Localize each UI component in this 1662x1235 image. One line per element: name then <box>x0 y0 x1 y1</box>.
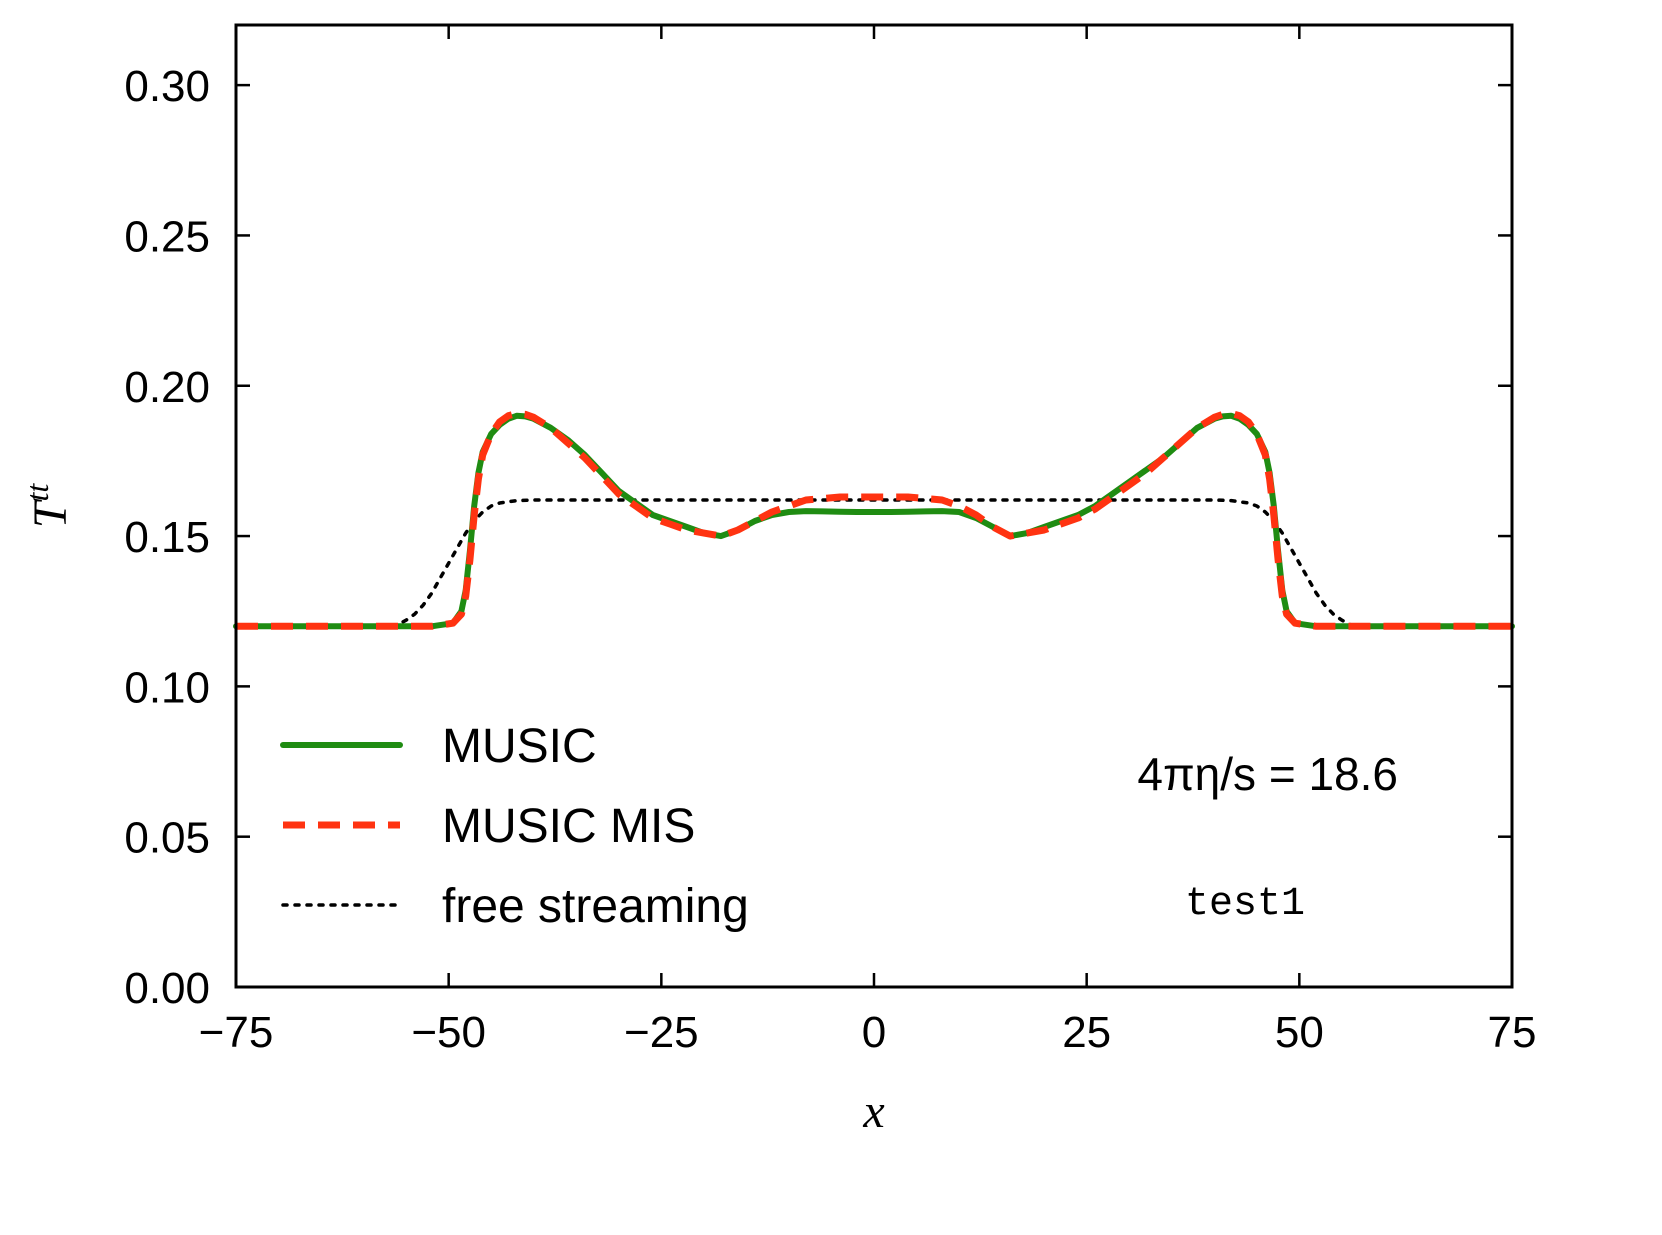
x-axis-label: x <box>862 1085 884 1138</box>
x-tick-label: 75 <box>1488 1008 1537 1057</box>
y-tick-label: 0.15 <box>124 513 210 562</box>
x-tick-label: 0 <box>862 1008 886 1057</box>
y-tick-label: 0.05 <box>124 814 210 863</box>
series-line-music-mis <box>236 409 1512 630</box>
y-tick-label: 0.30 <box>124 62 210 111</box>
data-lines <box>233 409 1515 630</box>
x-tick-label: 50 <box>1275 1008 1324 1057</box>
y-tick-label: 0.20 <box>124 363 210 412</box>
y-tick-label: 0.10 <box>124 663 210 712</box>
x-tick-label: −50 <box>411 1008 486 1057</box>
y-tick-label: 0.00 <box>124 964 210 1013</box>
axis-ticks: −75 −50 −25 0 25 50 75 0.00 0.05 0.10 0.15 0.20 0.25… <box>124 25 1536 1057</box>
test-annotation: test1 <box>1185 882 1305 927</box>
x-tick-label: 25 <box>1062 1008 1111 1057</box>
legend-label-music-mis: MUSIC MIS <box>442 800 695 853</box>
viscosity-annotation: 4πη/s = 18.6 <box>1137 748 1398 800</box>
y-axis-label-superscript: tt <box>19 483 55 502</box>
y-tick-label: 0.25 <box>124 212 210 261</box>
legend-label-music: MUSIC <box>442 720 597 773</box>
x-tick-label: −25 <box>624 1008 699 1057</box>
y-axis-label-base: T <box>24 498 77 528</box>
series-line-free-streaming <box>234 498 1514 629</box>
x-tick-label: −75 <box>199 1008 274 1057</box>
y-axis-label: Ttt <box>19 483 77 529</box>
legend-label-free-streaming: free streaming <box>442 880 749 933</box>
legend: MUSIC MUSIC MIS free streaming <box>280 720 749 933</box>
plot-frame <box>234 23 1514 989</box>
series-line-music <box>233 412 1515 630</box>
